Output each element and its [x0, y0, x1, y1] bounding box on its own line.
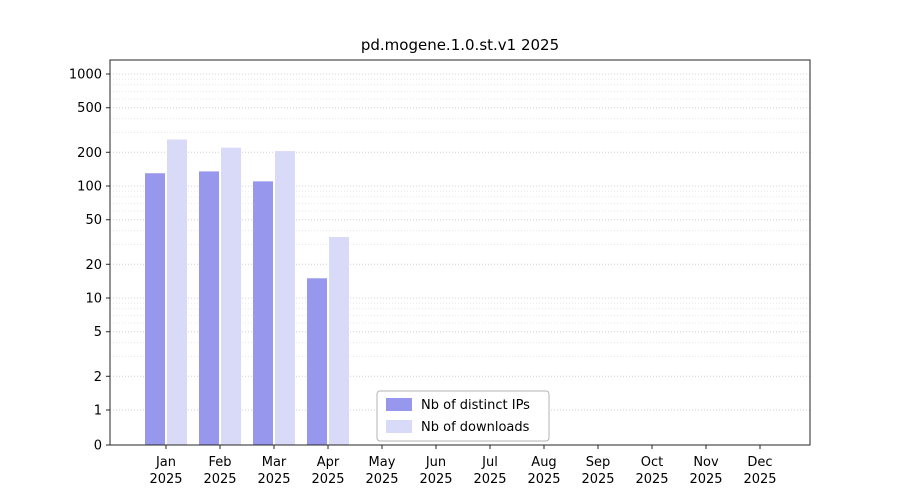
x-tick-label-year: 2025	[527, 472, 560, 487]
y-tick-label: 100	[77, 180, 102, 195]
chart-title: pd.mogene.1.0.st.v1 2025	[361, 36, 559, 54]
x-tick-label-month: Mar	[262, 455, 287, 470]
y-tick-label: 1	[94, 404, 102, 419]
x-tick-label-month: May	[369, 455, 396, 470]
legend-box	[376, 390, 550, 442]
bar-distinct-ips	[199, 171, 219, 445]
x-tick-label-year: 2025	[473, 472, 506, 487]
bar-distinct-ips	[145, 173, 165, 445]
legend-swatch-downloads	[386, 420, 412, 433]
x-tick-label-month: Apr	[317, 455, 340, 470]
x-tick-label-month: Jun	[425, 455, 446, 470]
x-tick-label-month: Jan	[155, 455, 176, 470]
legend-label-downloads: Nb of downloads	[421, 420, 530, 435]
y-tick-label: 0	[94, 439, 102, 454]
x-tick-label-year: 2025	[203, 472, 236, 487]
x-tick-label-year: 2025	[689, 472, 722, 487]
legend-swatch-distinct-ips	[386, 398, 412, 411]
y-tick-label: 10	[85, 292, 102, 307]
x-tick-label-month: Oct	[641, 455, 663, 470]
x-tick-label-year: 2025	[419, 472, 452, 487]
bar-downloads	[329, 237, 349, 445]
y-tick-label: 500	[77, 101, 102, 116]
x-tick-label-year: 2025	[311, 472, 344, 487]
y-tick-label: 50	[85, 213, 102, 228]
x-tick-label-month: Jul	[481, 455, 498, 470]
y-tick-label: 20	[85, 258, 102, 273]
y-tick-label: 2	[94, 370, 102, 385]
x-tick-label-month: Sep	[586, 455, 611, 470]
bar-distinct-ips	[253, 181, 273, 445]
x-tick-label-year: 2025	[635, 472, 668, 487]
axis-ticks: 0 1 2 5 10 20 50 100 200 500 1000 Jan 2025 Feb 2025 Mar…	[69, 68, 777, 488]
x-tick-label-year: 2025	[581, 472, 614, 487]
x-tick-label-month: Dec	[747, 455, 772, 470]
x-tick-label-month: Feb	[208, 455, 231, 470]
y-tick-label: 1000	[69, 68, 102, 83]
bar-downloads	[221, 147, 241, 445]
bar-distinct-ips	[307, 278, 327, 445]
bar-downloads	[275, 151, 295, 446]
legend-label-distinct-ips: Nb of distinct IPs	[421, 398, 530, 413]
x-tick-label-month: Aug	[531, 455, 556, 470]
x-tick-label-year: 2025	[743, 472, 776, 487]
x-tick-label-month: Nov	[693, 455, 719, 470]
x-tick-label-year: 2025	[149, 472, 182, 487]
legend: Nb of distinct IPs Nb of downloads	[376, 390, 550, 442]
bars	[145, 139, 349, 446]
y-tick-label: 5	[94, 325, 102, 340]
x-tick-label-year: 2025	[257, 472, 290, 487]
plot-border	[109, 59, 811, 446]
bar-downloads	[167, 139, 187, 445]
x-tick-label-year: 2025	[365, 472, 398, 487]
y-tick-label: 200	[77, 146, 102, 161]
